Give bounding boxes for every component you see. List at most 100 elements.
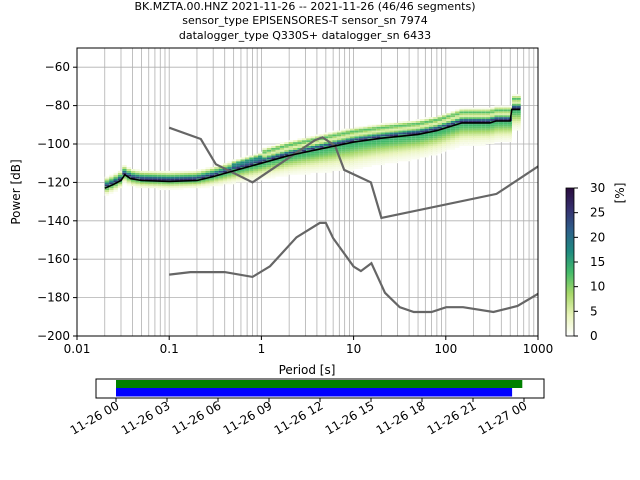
histogram-cell [279, 157, 285, 160]
histogram-cell [183, 184, 188, 187]
histogram-cell [428, 122, 434, 125]
histogram-cell [258, 157, 263, 160]
histogram-cell [236, 176, 241, 179]
histogram-cell [415, 144, 421, 146]
histogram-cell [459, 109, 464, 112]
histogram-cell [393, 151, 399, 154]
histogram-cell [122, 182, 127, 185]
histogram-cell [371, 161, 377, 164]
histogram-cell [328, 167, 333, 169]
histogram-cell [459, 128, 464, 131]
histogram-cell [476, 109, 482, 112]
histogram-cell [472, 126, 477, 129]
histogram-cell [214, 176, 219, 179]
histogram-cell [279, 167, 285, 169]
histogram-cell [152, 184, 158, 187]
histogram-cell [433, 122, 438, 125]
histogram-cell [209, 167, 215, 169]
histogram-cell [231, 167, 237, 169]
histogram-cell [516, 94, 521, 96]
histogram-cell [503, 107, 508, 110]
histogram-cell [389, 155, 394, 158]
histogram-cell [481, 109, 486, 112]
histogram-cell [231, 165, 237, 168]
histogram-cell [358, 159, 364, 162]
histogram-cell [411, 147, 416, 150]
histogram-cell [468, 128, 473, 131]
histogram-cell [236, 161, 241, 164]
histogram-cell [367, 128, 372, 131]
histogram-cell [424, 130, 429, 133]
histogram-cell [323, 153, 329, 156]
histogram-cell [328, 163, 333, 166]
histogram-cell [345, 155, 350, 158]
histogram-cell [262, 151, 267, 154]
noise-model-nlnm [169, 221, 538, 314]
histogram-cell [415, 120, 421, 123]
histogram-cell [446, 136, 451, 139]
histogram-cell [420, 151, 425, 154]
histogram-cell [468, 109, 473, 112]
histogram-cell [345, 151, 350, 154]
histogram-cell [209, 168, 215, 171]
histogram-cell [222, 163, 228, 166]
histogram-cell [503, 140, 508, 143]
histogram-cell [152, 178, 158, 181]
colorbar-tick-label: 25 [590, 206, 605, 220]
histogram-cell [323, 155, 329, 158]
histogram-cell [389, 159, 394, 162]
histogram-cell [498, 117, 504, 120]
histogram-cell [244, 168, 250, 171]
histogram-cell [323, 170, 329, 173]
histogram-cell [354, 132, 359, 135]
histogram-cell [441, 120, 447, 123]
histogram-cell [485, 138, 491, 141]
histogram-cell [266, 161, 272, 164]
histogram-cell [126, 167, 132, 169]
histogram-cell [231, 163, 237, 166]
histogram-cell [507, 132, 512, 135]
histogram-cell [240, 157, 245, 160]
histogram-cell [139, 172, 145, 175]
histogram-cell [503, 105, 508, 108]
histogram-cell [459, 107, 464, 110]
histogram-cell [349, 134, 355, 137]
histogram-cell [301, 168, 307, 171]
histogram-cell [406, 151, 412, 154]
histogram-cell [472, 115, 477, 118]
histogram-cell [494, 113, 499, 116]
histogram-cell [420, 140, 425, 143]
histogram-cell [205, 178, 210, 181]
histogram-cell [463, 130, 469, 133]
histogram-cell [139, 180, 145, 183]
histogram-cell [494, 111, 499, 114]
coverage-bars [116, 380, 523, 397]
histogram-cell [450, 122, 456, 125]
histogram-cell [275, 151, 280, 154]
histogram-cell [455, 120, 460, 123]
histogram-cell [336, 167, 342, 169]
histogram-cell [271, 155, 276, 158]
histogram-cell [258, 170, 263, 173]
histogram-cell [271, 168, 276, 171]
histogram-cell [117, 176, 123, 179]
histogram-cell [389, 145, 394, 148]
histogram-cell [437, 119, 442, 121]
histogram-cell [236, 159, 241, 162]
histogram-cell [358, 153, 364, 156]
histogram-cell [262, 165, 267, 168]
histogram-cell [157, 182, 162, 185]
histogram-cell [349, 145, 355, 148]
histogram-cell [336, 138, 342, 141]
histogram-cell [380, 151, 386, 154]
histogram-cell [166, 174, 171, 177]
histogram-cell [349, 168, 355, 171]
histogram-cell [441, 140, 447, 143]
histogram-cell [196, 176, 202, 179]
histogram-cell [393, 128, 399, 131]
histogram-cell [463, 107, 469, 110]
histogram-cell [301, 170, 307, 173]
histogram-cell [459, 134, 464, 137]
histogram-cell [262, 157, 267, 160]
histogram-cell [376, 161, 381, 164]
